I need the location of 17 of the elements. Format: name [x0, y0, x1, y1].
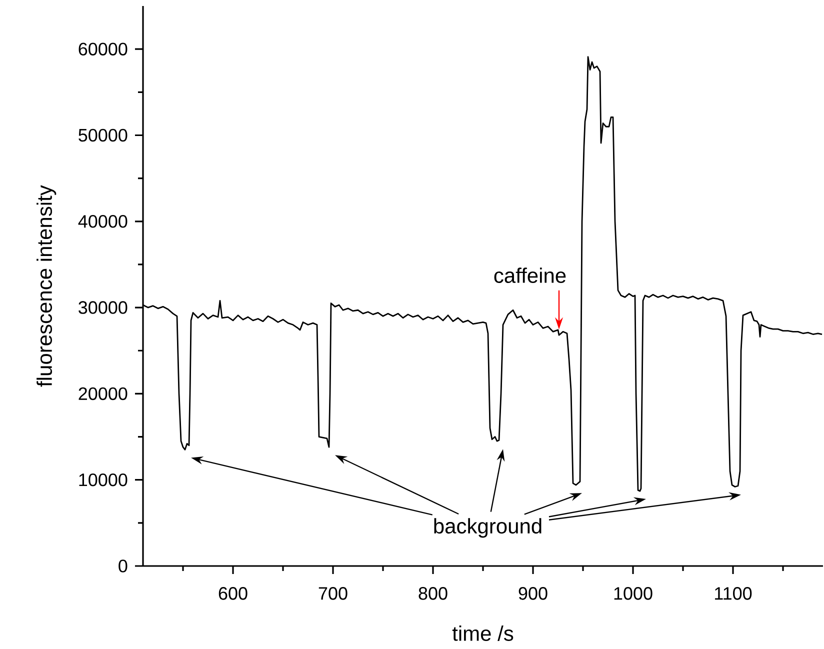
x-tick-label: 700	[318, 587, 348, 600]
y-tick-label: 50000	[78, 128, 128, 142]
annotation: caffeine	[494, 268, 566, 284]
annotation: background	[434, 518, 542, 538]
x-tick-label: 900	[518, 587, 548, 600]
y-tick-label: 0	[118, 560, 128, 572]
y-tick-label: 20000	[78, 387, 128, 400]
y-axis-title: fluorescence intensity	[36, 185, 56, 387]
y-tick-label: 60000	[78, 42, 128, 56]
y-tick-label: 10000	[79, 473, 128, 486]
x-tick-label: 1100	[715, 587, 752, 600]
x-tick-label: 600	[218, 587, 248, 600]
y-tick-label: 40000	[78, 215, 128, 228]
x-axis-title: time /s	[452, 626, 514, 641]
x-tick-label: 800	[418, 587, 448, 600]
x-tick-label: 1000	[614, 587, 652, 600]
y-tick-label: 30000	[78, 301, 128, 314]
